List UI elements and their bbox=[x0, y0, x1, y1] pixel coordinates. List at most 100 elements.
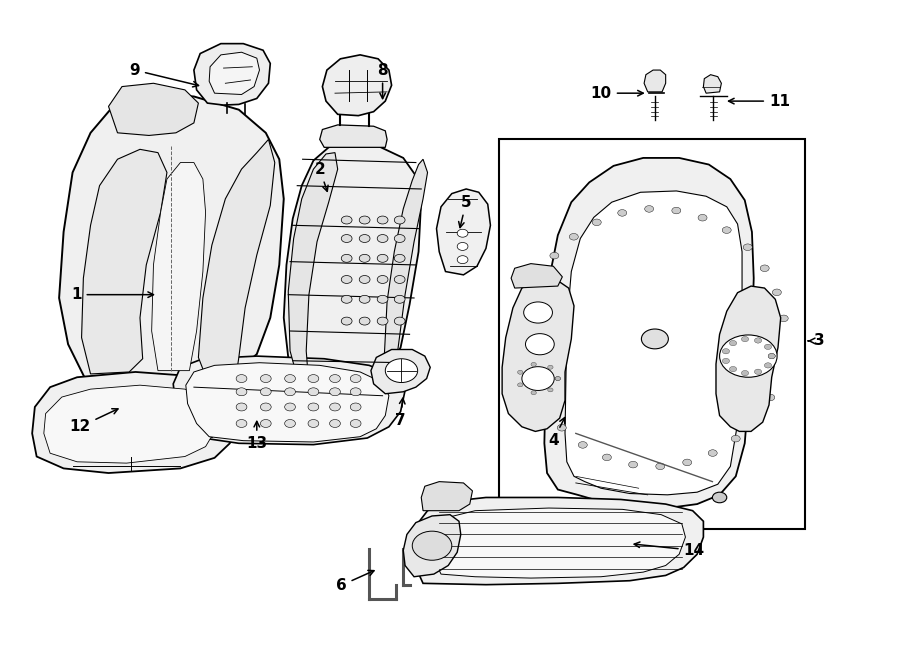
Circle shape bbox=[722, 227, 731, 234]
Circle shape bbox=[341, 295, 352, 303]
Circle shape bbox=[518, 383, 523, 387]
Circle shape bbox=[350, 388, 361, 396]
Circle shape bbox=[457, 256, 468, 263]
Polygon shape bbox=[384, 160, 428, 379]
Circle shape bbox=[731, 436, 740, 442]
Circle shape bbox=[308, 388, 319, 396]
Circle shape bbox=[754, 369, 761, 375]
Circle shape bbox=[377, 295, 388, 303]
Circle shape bbox=[579, 442, 588, 448]
Circle shape bbox=[779, 315, 788, 322]
Circle shape bbox=[698, 214, 707, 221]
Text: 1: 1 bbox=[71, 287, 154, 302]
Circle shape bbox=[723, 358, 730, 363]
Text: 4: 4 bbox=[548, 418, 565, 448]
Polygon shape bbox=[185, 363, 389, 442]
Circle shape bbox=[329, 420, 340, 428]
Circle shape bbox=[525, 300, 534, 307]
Circle shape bbox=[350, 375, 361, 383]
Polygon shape bbox=[209, 52, 259, 95]
Circle shape bbox=[708, 449, 717, 456]
Polygon shape bbox=[152, 163, 205, 371]
Polygon shape bbox=[544, 158, 753, 508]
Circle shape bbox=[457, 229, 468, 237]
Text: 6: 6 bbox=[336, 571, 374, 593]
Circle shape bbox=[394, 254, 405, 262]
Circle shape bbox=[522, 367, 554, 391]
Circle shape bbox=[550, 252, 559, 259]
Polygon shape bbox=[288, 153, 338, 377]
Circle shape bbox=[394, 275, 405, 283]
Polygon shape bbox=[432, 508, 686, 578]
Polygon shape bbox=[194, 44, 270, 105]
Circle shape bbox=[385, 359, 418, 383]
Circle shape bbox=[260, 388, 271, 396]
Circle shape bbox=[520, 326, 529, 333]
Polygon shape bbox=[59, 93, 284, 392]
Circle shape bbox=[729, 340, 736, 346]
Circle shape bbox=[457, 242, 468, 250]
Circle shape bbox=[524, 302, 553, 323]
Text: 3: 3 bbox=[808, 334, 824, 348]
Text: 14: 14 bbox=[634, 542, 705, 558]
Polygon shape bbox=[511, 263, 562, 288]
Circle shape bbox=[754, 338, 761, 343]
Text: 5: 5 bbox=[459, 195, 472, 228]
Circle shape bbox=[341, 234, 352, 242]
Circle shape bbox=[359, 317, 370, 325]
Circle shape bbox=[377, 317, 388, 325]
Circle shape bbox=[683, 459, 692, 465]
Circle shape bbox=[766, 394, 775, 401]
Circle shape bbox=[729, 367, 736, 372]
Circle shape bbox=[377, 254, 388, 262]
Circle shape bbox=[284, 403, 295, 411]
Polygon shape bbox=[173, 356, 405, 445]
Text: 2: 2 bbox=[314, 162, 328, 191]
Polygon shape bbox=[32, 372, 236, 473]
Circle shape bbox=[394, 295, 405, 303]
Circle shape bbox=[518, 370, 523, 374]
Circle shape bbox=[644, 206, 653, 213]
Circle shape bbox=[394, 216, 405, 224]
Polygon shape bbox=[44, 385, 216, 463]
Text: 13: 13 bbox=[247, 422, 267, 451]
Circle shape bbox=[308, 420, 319, 428]
Circle shape bbox=[377, 275, 388, 283]
Polygon shape bbox=[371, 350, 430, 394]
Circle shape bbox=[751, 416, 760, 423]
Text: 9: 9 bbox=[130, 62, 199, 87]
Text: 12: 12 bbox=[69, 408, 118, 434]
Circle shape bbox=[540, 403, 549, 410]
Circle shape bbox=[284, 420, 295, 428]
Polygon shape bbox=[198, 140, 274, 381]
Circle shape bbox=[768, 354, 775, 359]
Circle shape bbox=[359, 254, 370, 262]
Circle shape bbox=[521, 354, 530, 360]
Circle shape bbox=[742, 371, 749, 376]
Polygon shape bbox=[109, 83, 198, 136]
Polygon shape bbox=[436, 189, 491, 275]
Circle shape bbox=[236, 403, 247, 411]
Circle shape bbox=[359, 216, 370, 224]
Circle shape bbox=[394, 234, 405, 242]
Circle shape bbox=[557, 424, 566, 431]
Circle shape bbox=[768, 354, 775, 359]
Circle shape bbox=[350, 420, 361, 428]
Circle shape bbox=[377, 216, 388, 224]
Circle shape bbox=[642, 329, 669, 349]
Bar bbox=[500, 140, 805, 529]
Circle shape bbox=[341, 317, 352, 325]
Circle shape bbox=[341, 254, 352, 262]
Circle shape bbox=[412, 531, 452, 560]
Circle shape bbox=[236, 420, 247, 428]
Circle shape bbox=[526, 334, 554, 355]
Circle shape bbox=[535, 275, 544, 281]
Polygon shape bbox=[412, 497, 704, 585]
Circle shape bbox=[617, 210, 626, 216]
Text: 8: 8 bbox=[377, 62, 388, 99]
Text: 7: 7 bbox=[395, 399, 406, 428]
Circle shape bbox=[341, 216, 352, 224]
Text: 10: 10 bbox=[590, 85, 643, 101]
Circle shape bbox=[308, 403, 319, 411]
Polygon shape bbox=[322, 55, 392, 116]
